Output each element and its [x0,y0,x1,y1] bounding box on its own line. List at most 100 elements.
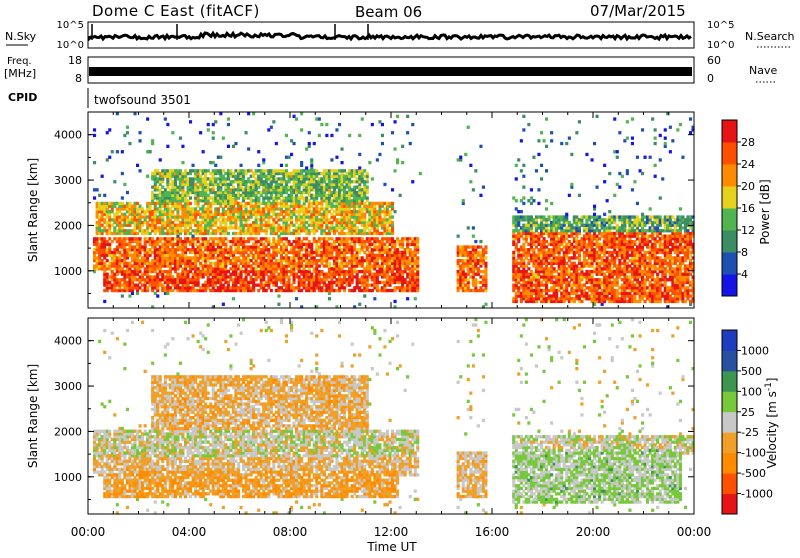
data-cell [464,153,467,156]
data-cell [285,134,288,137]
data-cell [181,145,184,148]
data-cell [214,164,217,167]
data-cell [146,117,149,120]
data-cell [318,117,321,120]
data-cell [394,210,397,213]
data-cell [520,139,523,142]
data-cell [348,134,351,137]
data-cell [222,303,225,306]
data-cell [330,134,333,137]
data-cell [522,196,525,199]
data-cell [472,226,475,229]
data-cell [399,194,402,197]
data-cell [401,161,404,164]
data-cell [257,164,260,167]
data-cell [469,180,472,183]
data-cell [540,177,543,180]
data-cell [275,142,278,145]
data-cell [537,202,540,205]
data-cell [179,137,182,140]
freq-label-line2: [MHz] [4,67,36,80]
noise-right-label: N.Search [745,30,795,43]
data-cell [479,240,482,243]
data-cell [192,164,195,167]
data-cell [391,188,394,191]
beam-label: Beam 06 [355,3,422,21]
data-cell [325,134,328,137]
data-cell [227,145,230,148]
data-cell [108,156,111,159]
data-cell [270,126,273,129]
data-cell [406,131,409,134]
data-cell [123,183,126,186]
data-cell [537,139,540,142]
data-cell [166,123,169,126]
freq-trace [89,67,692,76]
data-cell [515,177,518,180]
data-cell [474,240,477,243]
data-cell [103,194,106,197]
cpid-program: twofsound 3501 [94,93,191,107]
data-cell [479,194,482,197]
data-cell [515,199,518,202]
data-cell [394,120,397,123]
data-cell [459,156,462,159]
data-cell [484,256,487,259]
data-cell [126,191,129,194]
data-cell [293,142,296,145]
data-cell [484,245,487,248]
data-cell [396,115,399,118]
data-cell [522,175,525,178]
data-cell [318,134,321,137]
data-cell [96,188,99,191]
noise-tick-left-top: 10^5 [57,20,84,31]
data-cell [394,300,397,303]
data-cell [189,196,192,199]
data-cell [171,131,174,134]
data-cell [381,134,384,137]
data-cell [368,161,371,164]
data-cell [409,142,412,145]
freq-tick-left-top: 18 [68,54,82,67]
freq-tick-left-bottom: 8 [75,72,82,85]
data-cell [406,297,409,300]
noise-tick-right-top: 10^5 [707,20,734,31]
data-cell [267,237,270,240]
freq-label-line1: Freq. [7,56,32,67]
data-cell [139,169,142,172]
data-cell [479,145,482,148]
data-cell [474,169,477,172]
data-cell [308,131,311,134]
data-cell [285,164,288,167]
data-cell [101,175,104,178]
data-cell [391,215,394,218]
data-cell [108,128,111,131]
data-cell [467,126,470,129]
data-cell [247,147,250,150]
data-cell [537,188,540,191]
data-cell [371,123,374,126]
cpid-label: CPID [8,91,37,104]
data-cell [361,117,364,120]
data-cell [335,128,338,131]
data-cell [520,169,523,172]
data-cell [545,117,548,120]
data-cell [381,142,384,145]
data-cell [371,177,374,180]
data-cell [121,196,124,199]
data-cell [202,150,205,153]
data-cell [341,147,344,150]
data-cell [373,297,376,300]
data-cell [358,153,361,156]
freq-tick-right-top: 60 [707,54,721,67]
data-cell [363,294,366,297]
data-cell [472,235,475,238]
data-cell [537,153,540,156]
data-cell [151,139,154,142]
data-cell [232,297,235,300]
data-cell [358,303,361,306]
data-cell [366,186,369,189]
data-cell [295,297,298,300]
data-cell [300,161,303,164]
